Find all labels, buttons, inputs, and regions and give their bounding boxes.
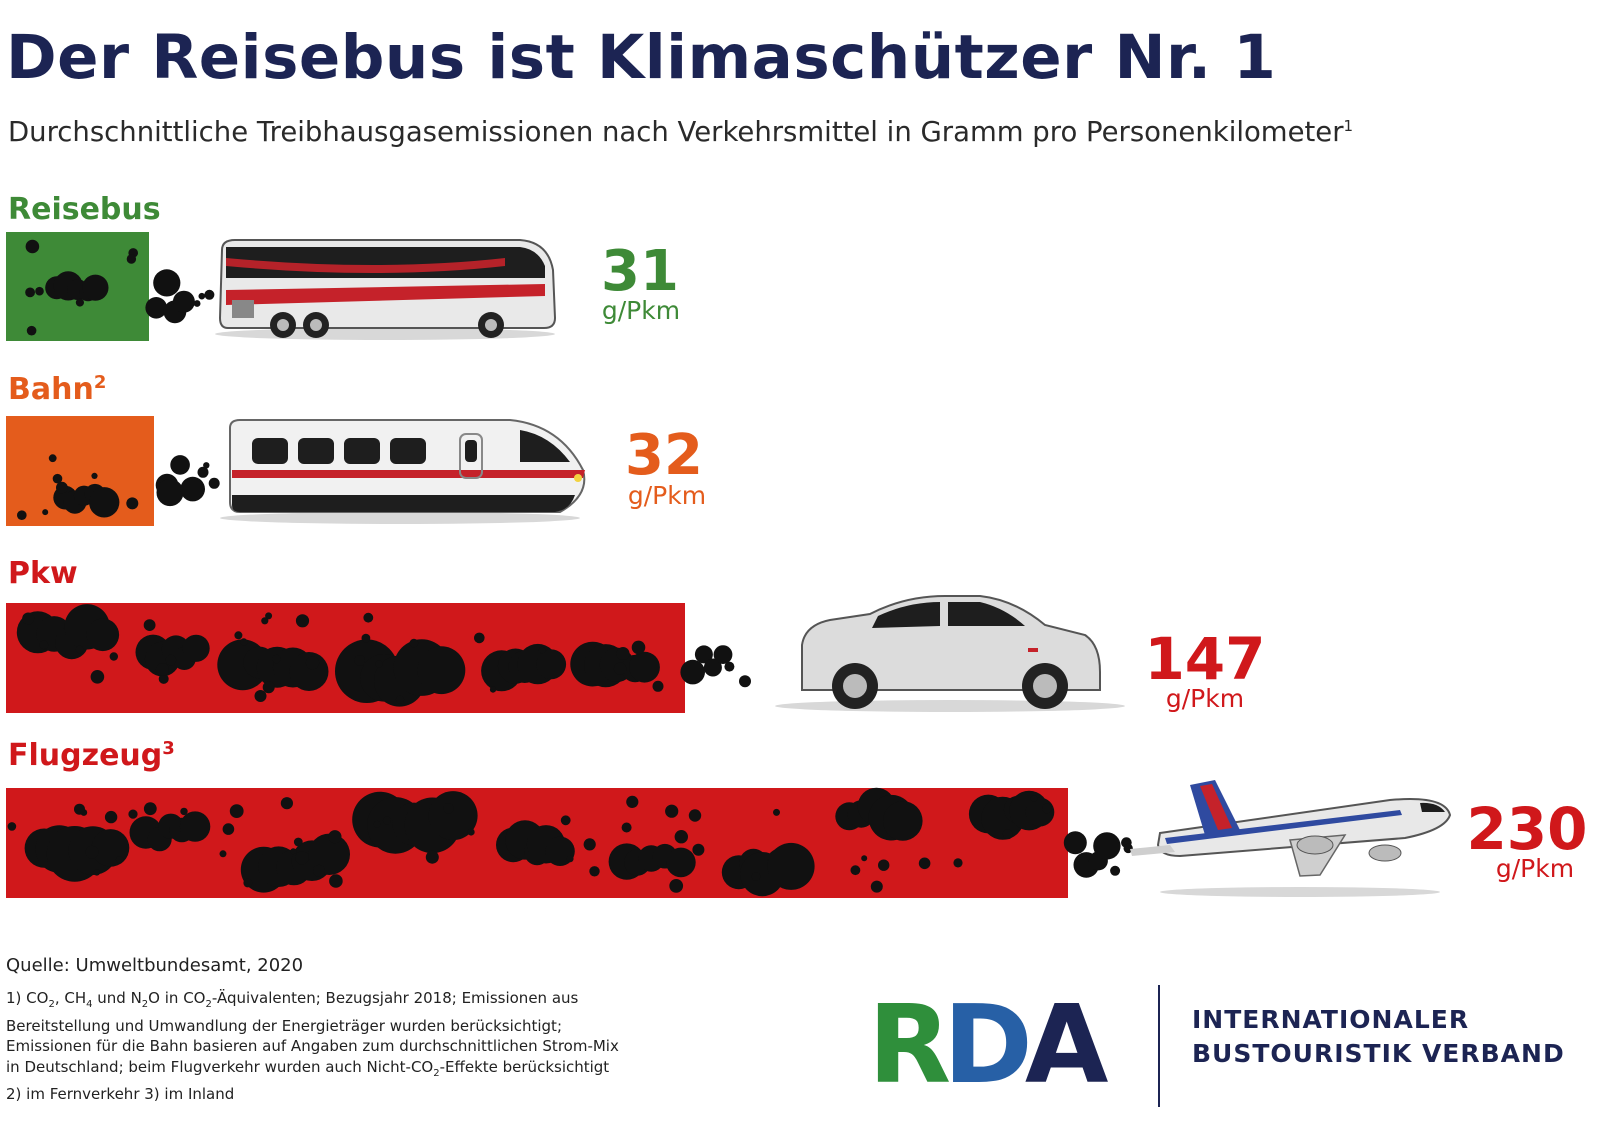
smoke-cloud-group: [17, 454, 220, 520]
subtitle-footnote-marker: 1: [1343, 116, 1354, 135]
value-label-pkw: 147: [1144, 625, 1266, 693]
logo-letter-d: D: [943, 983, 1033, 1108]
value-label-bahn: 32: [625, 423, 703, 488]
category-label-bahn: Bahn2: [8, 372, 106, 407]
category-label-pkw: Pkw: [8, 556, 78, 591]
source-note: Quelle: Umweltbundesamt, 2020: [6, 955, 304, 976]
category-label-flugzeug: Flugzeug3: [8, 738, 175, 773]
chart-subtitle: Durchschnittliche Treibhausgasemissionen…: [8, 116, 1353, 148]
footnotes: 1) CO2, CH4 und N2O in CO2-Äquivalenten;…: [6, 988, 619, 1105]
smoke-cloud-group: [7, 787, 1133, 897]
illustration-layer: [7, 239, 1452, 897]
footnote-line-2: Bereitstellung und Umwandlung der Energi…: [6, 1016, 562, 1035]
organization-name-line-1: INTERNATIONALER: [1192, 1005, 1470, 1034]
unit-label-flugzeug: g/Pkm: [1495, 854, 1575, 883]
coach-bus-icon: [215, 239, 557, 340]
smoke-cloud-group: [25, 239, 215, 336]
unit-label-bahn: g/Pkm: [627, 481, 707, 510]
logo-divider: [1158, 985, 1160, 1107]
footnote-line-3: Emissionen für die Bahn basieren auf Ang…: [6, 1037, 619, 1056]
value-label-flugzeug: 230: [1466, 795, 1588, 863]
car-icon: [775, 595, 1125, 712]
airplane-icon: [1130, 780, 1452, 897]
train-icon: [220, 419, 586, 524]
category-label-flugzeug-text: Flugzeug: [8, 738, 163, 773]
subtitle-text: Durchschnittliche Treibhausgasemissionen…: [8, 116, 1344, 148]
smoke-cloud-group: [16, 604, 751, 707]
unit-label-pkw: g/Pkm: [1165, 684, 1245, 713]
unit-label-reisebus: g/Pkm: [601, 296, 681, 325]
footnote-marker: 2: [93, 372, 107, 393]
category-label-reisebus: Reisebus: [8, 192, 161, 227]
footnote-line-5: 2) im Fernverkehr 3) im Inland: [6, 1085, 235, 1104]
logo-letter-r: R: [868, 983, 951, 1108]
value-label-reisebus: 31: [601, 239, 679, 304]
footnote-line-4: in Deutschland; beim Flugverkehr wurden …: [6, 1057, 610, 1079]
chart-title: Der Reisebus ist Klimaschützer Nr. 1: [6, 22, 1277, 93]
rda-logo: RDA: [868, 992, 1108, 1100]
organization-name-line-2: BUSTOURISTIK VERBAND: [1192, 1039, 1565, 1068]
organization-name: INTERNATIONALER BUSTOURISTIK VERBAND: [1192, 1003, 1565, 1071]
category-label-bahn-text: Bahn: [8, 372, 94, 407]
logo-letter-a: A: [1024, 983, 1109, 1108]
footnote-marker: 3: [162, 738, 175, 759]
footnote-line-1: 1) CO2, CH4 und N2O in CO2-Äquivalenten;…: [6, 989, 579, 1010]
